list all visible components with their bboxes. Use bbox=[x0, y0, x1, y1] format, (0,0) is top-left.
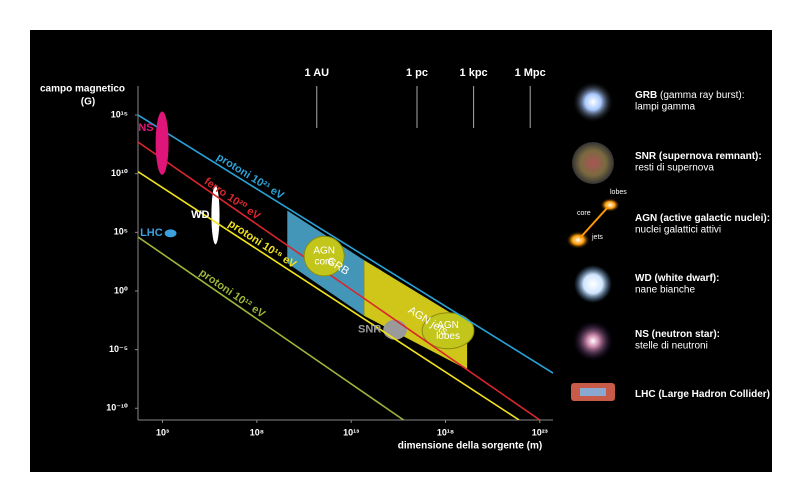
region bbox=[211, 185, 220, 245]
icon-agn-lobe bbox=[566, 231, 590, 249]
top-tick-label: 1 pc bbox=[406, 67, 428, 79]
plot-area bbox=[138, 111, 553, 420]
x-tick-label: 10³ bbox=[156, 427, 169, 437]
icon-agn bbox=[566, 198, 620, 249]
region bbox=[164, 229, 177, 238]
icon-lhc bbox=[571, 383, 615, 401]
region-label: NS bbox=[138, 122, 153, 134]
legend-bold: SNR (supernova remnant): bbox=[635, 151, 762, 162]
region-label: SNR bbox=[358, 324, 381, 336]
region-label: lobes bbox=[436, 331, 460, 342]
legend-text: resti di supernova bbox=[635, 163, 714, 174]
icon-label: jets bbox=[591, 234, 603, 241]
legend-text: lampi gamma bbox=[635, 102, 695, 113]
top-tick-label: 1 Mpc bbox=[515, 67, 546, 79]
region-label: LHC bbox=[140, 227, 163, 239]
legend-bold: GRB bbox=[635, 90, 657, 101]
line bbox=[138, 236, 405, 420]
region-label: core bbox=[314, 256, 334, 267]
legend-title: WD (white dwarf): bbox=[635, 273, 719, 284]
icon-grb bbox=[573, 82, 613, 122]
background bbox=[30, 30, 772, 472]
legend-bold: LHC (Large Hadron Collider) bbox=[635, 389, 770, 400]
region bbox=[421, 312, 475, 350]
icon-lhc-detail bbox=[580, 388, 606, 396]
region bbox=[155, 111, 169, 175]
y-axis-unit: (G) bbox=[81, 97, 95, 108]
legend-bold: NS (neutron star): bbox=[635, 329, 720, 340]
region-label: WD bbox=[191, 209, 209, 221]
icon-label: core bbox=[577, 210, 591, 217]
legend-title: AGN (active galactic nuclei): bbox=[635, 213, 770, 224]
top-tick-label: 1 AU bbox=[304, 67, 329, 79]
icon-snr bbox=[572, 142, 614, 184]
y-tick-label: 10⁻⁵ bbox=[109, 344, 128, 354]
legend-text: stelle di neutroni bbox=[635, 341, 708, 352]
legend-bold: WD (white dwarf): bbox=[635, 273, 719, 284]
line bbox=[138, 170, 520, 420]
top-tick-label: 1 kpc bbox=[460, 67, 488, 79]
legend-text: nane bianche bbox=[635, 285, 695, 296]
region-label: AGN bbox=[313, 245, 335, 256]
region bbox=[303, 235, 345, 277]
icon-label: lobes bbox=[610, 189, 627, 196]
region-label: AGN bbox=[437, 320, 459, 331]
legend-title: SNR (supernova remnant): bbox=[635, 151, 762, 162]
icon-agn-lobe bbox=[600, 198, 620, 212]
region bbox=[383, 319, 407, 340]
y-axis-label: campo magnetico bbox=[40, 84, 125, 95]
line bbox=[138, 114, 553, 374]
x-axis-label: dimensione della sorgente (m) bbox=[398, 441, 542, 452]
legend-title: LHC (Large Hadron Collider) bbox=[635, 389, 770, 400]
icon-agn-jet bbox=[579, 206, 609, 239]
y-tick-label: 10⁵ bbox=[114, 227, 128, 237]
y-tick-label: 10¹⁰ bbox=[111, 168, 128, 178]
legend-title: GRB (gamma ray burst): bbox=[635, 90, 744, 101]
x-tick-label: 10⁸ bbox=[250, 427, 264, 437]
x-tick-label: 10²³ bbox=[532, 427, 548, 437]
y-tick-label: 10⁰ bbox=[114, 285, 128, 295]
legend-title: NS (neutron star): bbox=[635, 329, 720, 340]
legend-normal: (gamma ray burst): bbox=[657, 90, 744, 101]
line bbox=[138, 141, 541, 420]
y-tick-label: 10⁻¹⁰ bbox=[106, 403, 128, 413]
x-tick-label: 10¹³ bbox=[343, 427, 359, 437]
x-tick-label: 10¹⁸ bbox=[437, 427, 454, 437]
icon-ns bbox=[573, 321, 613, 361]
icon-wd bbox=[574, 265, 612, 303]
y-tick-label: 10¹⁵ bbox=[111, 109, 128, 119]
legend-icons bbox=[566, 82, 620, 401]
legend-bold: AGN (active galactic nuclei): bbox=[635, 213, 770, 224]
legend-text: nuclei galattici attivi bbox=[635, 225, 721, 236]
